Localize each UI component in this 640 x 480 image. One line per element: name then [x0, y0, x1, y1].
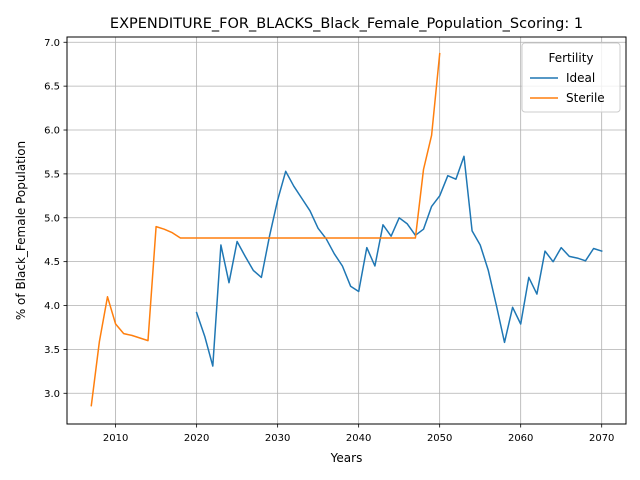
legend: Fertility Ideal Sterile: [521, 42, 621, 113]
x-tick-label: 2020: [184, 433, 209, 444]
y-axis-ticks: 3.0 3.5 4.0 4.5 5.0 5.5 6.0 6.5 7.0: [44, 38, 67, 400]
y-tick-label: 3.0: [44, 389, 60, 400]
chart-title: EXPENDITURE_FOR_BLACKS_Black_Female_Popu…: [110, 16, 583, 32]
x-tick-label: 2030: [265, 433, 290, 444]
legend-title: Fertility: [548, 51, 593, 65]
y-tick-label: 5.5: [44, 169, 60, 180]
plot-frame: [66, 36, 627, 425]
x-tick-label: 2040: [346, 433, 371, 444]
y-tick-label: 5.0: [44, 213, 60, 224]
series-line-ideal: [195, 155, 603, 367]
y-tick-label: 3.5: [44, 345, 60, 356]
y-tick-label: 7.0: [44, 38, 60, 49]
x-axis-ticks: 2010 2020 2030 2040 2050 2060 2070: [103, 424, 614, 444]
series-line-sterile: [90, 52, 441, 407]
y-axis-label: % of Black_Female Population: [14, 141, 28, 320]
y-tick-label: 6.0: [44, 126, 60, 137]
legend-label-ideal: Ideal: [566, 71, 595, 85]
y-tick-label: 6.5: [44, 82, 60, 93]
legend-box: [521, 42, 621, 113]
y-tick-label: 4.5: [44, 257, 60, 268]
x-tick-label: 2050: [427, 433, 452, 444]
x-axis-label: Years: [330, 451, 363, 465]
legend-label-sterile: Sterile: [566, 91, 605, 105]
x-tick-label: 2060: [508, 433, 533, 444]
series-lines: [90, 52, 603, 407]
x-tick-label: 2010: [103, 433, 128, 444]
x-tick-label: 2070: [589, 433, 614, 444]
grid-lines: [67, 37, 626, 424]
y-tick-label: 4.0: [44, 301, 60, 312]
